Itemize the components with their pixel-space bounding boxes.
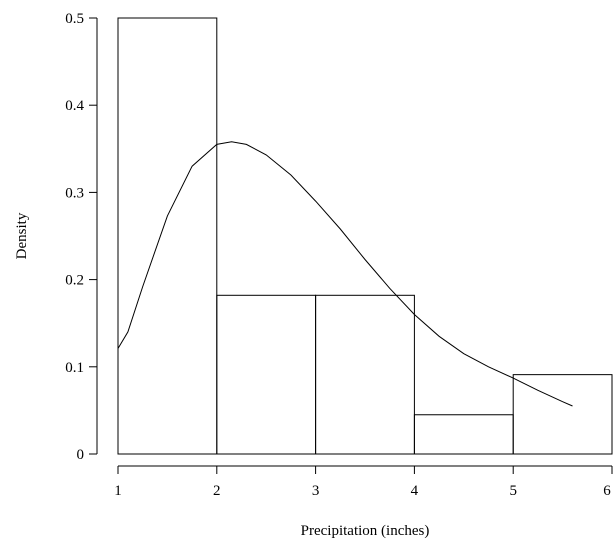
y-tick-label: 0.2 — [65, 273, 84, 289]
y-axis-title: Density — [14, 212, 30, 259]
histogram-bar — [512, 374, 613, 455]
y-axis: 0 0.1 0.2 0.3 0.4 0.5 — [65, 11, 98, 463]
y-tick-label: 0 — [77, 447, 85, 463]
x-axis-title: Precipitation (inches) — [301, 523, 430, 539]
histogram-bar — [413, 414, 514, 455]
x-tick-label: 4 — [411, 483, 419, 499]
histogram-bar — [315, 294, 415, 455]
x-tick-label: 6 — [603, 483, 611, 499]
x-tick-label: 1 — [114, 483, 122, 499]
x-tick-label: 2 — [213, 483, 221, 499]
histogram-bar — [216, 294, 317, 455]
y-tick-label: 0.1 — [65, 360, 84, 376]
x-tick-label: 5 — [509, 483, 517, 499]
x-tick-label: 3 — [312, 483, 320, 499]
y-tick-label: 0.4 — [65, 98, 84, 114]
y-tick-label: 0.5 — [65, 11, 84, 27]
histogram-bar — [117, 17, 218, 455]
x-axis: 1 2 3 4 5 6 — [114, 465, 613, 499]
y-tick-label: 0.3 — [65, 185, 84, 201]
density-curve-layer — [117, 141, 573, 407]
density-curve — [117, 141, 573, 407]
histogram-bars — [117, 17, 613, 455]
